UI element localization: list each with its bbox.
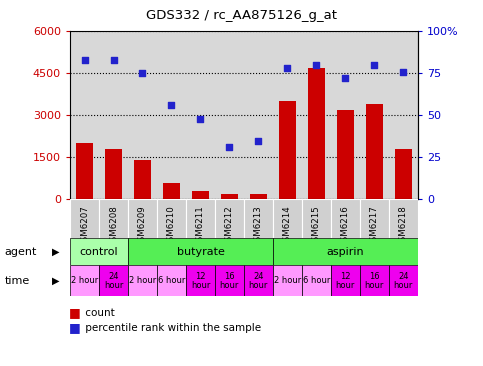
Text: 2 hour: 2 hour <box>129 276 156 285</box>
Text: 12
hour: 12 hour <box>336 272 355 290</box>
Text: time: time <box>5 276 30 286</box>
Bar <box>395 149 412 199</box>
Bar <box>163 183 180 199</box>
Bar <box>186 199 215 238</box>
Bar <box>302 199 331 238</box>
Bar <box>308 68 325 199</box>
Point <box>341 75 349 81</box>
Text: GSM6218: GSM6218 <box>399 205 408 247</box>
Bar <box>360 265 389 296</box>
Text: 24
hour: 24 hour <box>249 272 268 290</box>
Text: 6 hour: 6 hour <box>158 276 185 285</box>
Text: 24
hour: 24 hour <box>394 272 413 290</box>
Point <box>370 62 378 68</box>
Bar <box>331 265 360 296</box>
Bar <box>70 199 99 238</box>
Bar <box>76 143 93 199</box>
Point <box>226 144 233 150</box>
Text: GSM6212: GSM6212 <box>225 205 234 247</box>
Text: count: count <box>82 308 115 318</box>
Text: GDS332 / rc_AA875126_g_at: GDS332 / rc_AA875126_g_at <box>146 9 337 22</box>
Bar <box>366 104 383 199</box>
Text: GSM6217: GSM6217 <box>370 205 379 247</box>
Point <box>255 138 262 143</box>
Bar <box>134 160 151 199</box>
Point <box>399 68 407 74</box>
Text: GSM6213: GSM6213 <box>254 205 263 247</box>
Bar <box>221 194 238 199</box>
Text: 16
hour: 16 hour <box>220 272 239 290</box>
Point <box>197 116 204 122</box>
Point <box>313 62 320 68</box>
Bar <box>128 238 273 265</box>
Bar <box>70 265 99 296</box>
Text: ■: ■ <box>69 321 81 334</box>
Text: GSM6209: GSM6209 <box>138 205 147 247</box>
Text: GSM6215: GSM6215 <box>312 205 321 247</box>
Bar <box>157 265 186 296</box>
Text: GSM6211: GSM6211 <box>196 205 205 247</box>
Point <box>110 57 117 63</box>
Text: percentile rank within the sample: percentile rank within the sample <box>82 322 261 333</box>
Bar <box>128 199 157 238</box>
Bar <box>331 199 360 238</box>
Bar <box>99 199 128 238</box>
Bar <box>70 238 128 265</box>
Point <box>284 65 291 71</box>
Text: ▶: ▶ <box>52 276 59 286</box>
Bar <box>360 199 389 238</box>
Text: 2 hour: 2 hour <box>71 276 98 285</box>
Text: agent: agent <box>5 247 37 257</box>
Text: ■: ■ <box>69 306 81 320</box>
Text: 24
hour: 24 hour <box>104 272 123 290</box>
Bar <box>273 265 302 296</box>
Bar <box>215 265 244 296</box>
Bar <box>157 199 186 238</box>
Bar <box>244 265 273 296</box>
Text: 2 hour: 2 hour <box>274 276 301 285</box>
Text: aspirin: aspirin <box>327 247 364 257</box>
Text: GSM6216: GSM6216 <box>341 205 350 247</box>
Bar <box>128 265 157 296</box>
Bar <box>273 238 418 265</box>
Bar <box>389 265 418 296</box>
Bar <box>273 199 302 238</box>
Text: 6 hour: 6 hour <box>303 276 330 285</box>
Bar <box>192 191 209 199</box>
Bar <box>389 199 418 238</box>
Bar <box>337 110 354 199</box>
Text: GSM6207: GSM6207 <box>80 205 89 247</box>
Point <box>81 57 88 63</box>
Text: 12
hour: 12 hour <box>191 272 210 290</box>
Bar <box>99 265 128 296</box>
Text: 16
hour: 16 hour <box>365 272 384 290</box>
Bar <box>279 101 296 199</box>
Bar <box>244 199 273 238</box>
Bar <box>186 265 215 296</box>
Text: GSM6214: GSM6214 <box>283 205 292 247</box>
Bar <box>302 265 331 296</box>
Bar <box>215 199 244 238</box>
Bar <box>105 149 122 199</box>
Text: control: control <box>80 247 118 257</box>
Bar <box>250 194 267 199</box>
Point <box>168 102 175 108</box>
Point <box>139 70 146 76</box>
Text: ▶: ▶ <box>52 247 59 257</box>
Text: butyrate: butyrate <box>176 247 225 257</box>
Text: GSM6210: GSM6210 <box>167 205 176 247</box>
Text: GSM6208: GSM6208 <box>109 205 118 247</box>
